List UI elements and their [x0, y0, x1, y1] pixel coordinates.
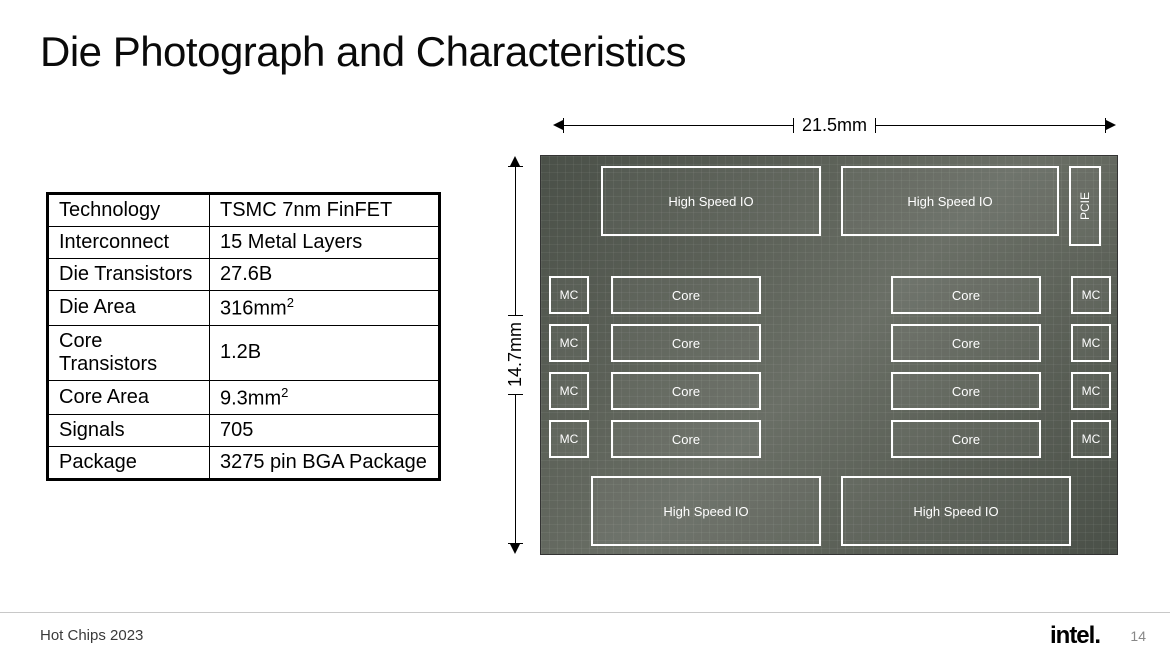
mc-block: MC: [1071, 276, 1111, 314]
slide: Die Photograph and Characteristics Techn…: [0, 0, 1170, 658]
spec-key: Technology: [48, 194, 210, 227]
spec-key: Signals: [48, 415, 210, 447]
dimension-width: 21.5mm: [552, 110, 1117, 140]
table-row: Interconnect15 Metal Layers: [48, 227, 440, 259]
spec-value: 316mm2: [210, 291, 440, 326]
high-speed-io-block: High Speed IO: [841, 476, 1071, 546]
spec-key: Core Transistors: [48, 325, 210, 380]
high-speed-io-block: High Speed IO: [601, 166, 821, 236]
die-photo: High Speed IO High Speed IO PCIE High Speed…: [540, 155, 1118, 555]
mc-block: MC: [549, 276, 589, 314]
table-row: Core Area9.3mm2: [48, 380, 440, 415]
spec-value: 15 Metal Layers: [210, 227, 440, 259]
spec-value: 1.2B: [210, 325, 440, 380]
spec-value: 9.3mm2: [210, 380, 440, 415]
mc-block: MC: [549, 324, 589, 362]
core-block: Core: [611, 276, 761, 314]
table-row: TechnologyTSMC 7nm FinFET: [48, 194, 440, 227]
core-block: Core: [891, 372, 1041, 410]
spec-key: Core Area: [48, 380, 210, 415]
footer-event: Hot Chips 2023: [40, 627, 143, 644]
spec-value: 27.6B: [210, 259, 440, 291]
arrow-up-icon: [510, 156, 520, 166]
table-row: Core Transistors1.2B: [48, 325, 440, 380]
mc-block: MC: [1071, 372, 1111, 410]
spec-table-body: TechnologyTSMC 7nm FinFETInterconnect15 …: [48, 194, 440, 480]
spec-table: TechnologyTSMC 7nm FinFETInterconnect15 …: [46, 192, 441, 481]
spec-value: TSMC 7nm FinFET: [210, 194, 440, 227]
dim-bar: [563, 125, 794, 126]
mc-block: MC: [549, 420, 589, 458]
dim-bar: [875, 125, 1106, 126]
spec-key: Die Transistors: [48, 259, 210, 291]
spec-key: Interconnect: [48, 227, 210, 259]
spec-value: 705: [210, 415, 440, 447]
core-block: Core: [891, 324, 1041, 362]
core-block: Core: [891, 276, 1041, 314]
arrow-left-icon: [553, 120, 563, 130]
table-row: Die Transistors27.6B: [48, 259, 440, 291]
table-row: Package3275 pin BGA Package: [48, 447, 440, 480]
page-number: 14: [1130, 628, 1146, 644]
pcie-block: PCIE: [1069, 166, 1101, 246]
mc-block: MC: [1071, 420, 1111, 458]
core-block: Core: [891, 420, 1041, 458]
slide-title: Die Photograph and Characteristics: [40, 28, 686, 76]
arrow-down-icon: [510, 544, 520, 554]
table-row: Signals705: [48, 415, 440, 447]
core-block: Core: [611, 372, 761, 410]
dim-bar: [515, 166, 516, 316]
spec-value: 3275 pin BGA Package: [210, 447, 440, 480]
intel-logo: intel: [1050, 622, 1100, 650]
dim-bar: [515, 394, 516, 544]
dim-height-label: 14.7mm: [505, 316, 526, 393]
spec-key: Package: [48, 447, 210, 480]
die-photograph-area: 21.5mm 14.7mm High Speed IOHigh Speed IO…: [500, 110, 1120, 560]
mc-block: MC: [1071, 324, 1111, 362]
core-block: Core: [611, 420, 761, 458]
footer: Hot Chips 2023 intel 14: [0, 612, 1170, 658]
spec-key: Die Area: [48, 291, 210, 326]
arrow-right-icon: [1106, 120, 1116, 130]
mc-block: MC: [549, 372, 589, 410]
dimension-height: 14.7mm: [500, 155, 530, 555]
high-speed-io-block: High Speed IO: [841, 166, 1059, 236]
high-speed-io-block: High Speed IO: [591, 476, 821, 546]
table-row: Die Area316mm2: [48, 291, 440, 326]
core-block: Core: [611, 324, 761, 362]
dim-width-label: 21.5mm: [794, 115, 875, 136]
